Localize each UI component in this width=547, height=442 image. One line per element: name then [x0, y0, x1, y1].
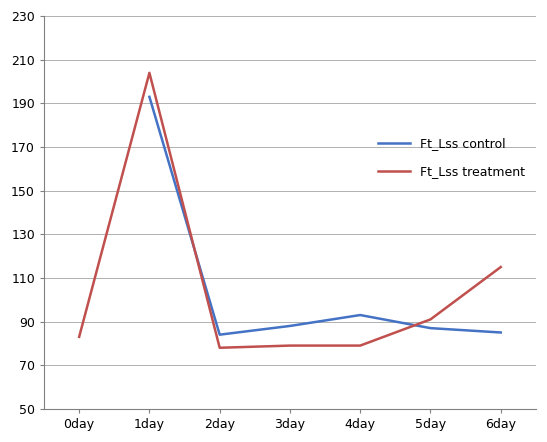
Ft_Lss treatment: [287, 343, 293, 348]
Ft_Lss treatment: [497, 264, 504, 270]
Ft_Lss treatment: [146, 70, 153, 76]
Legend: Ft_Lss control, Ft_Lss treatment: Ft_Lss control, Ft_Lss treatment: [374, 132, 529, 183]
Line: Ft_Lss control: Ft_Lss control: [149, 97, 501, 335]
Ft_Lss control: [427, 325, 434, 331]
Line: Ft_Lss treatment: Ft_Lss treatment: [79, 73, 501, 348]
Ft_Lss treatment: [427, 317, 434, 322]
Ft_Lss control: [287, 323, 293, 328]
Ft_Lss treatment: [217, 345, 223, 351]
Ft_Lss treatment: [357, 343, 364, 348]
Ft_Lss treatment: [76, 334, 83, 339]
Ft_Lss control: [497, 330, 504, 335]
Ft_Lss control: [217, 332, 223, 337]
Ft_Lss control: [357, 312, 364, 318]
Ft_Lss control: [146, 94, 153, 99]
